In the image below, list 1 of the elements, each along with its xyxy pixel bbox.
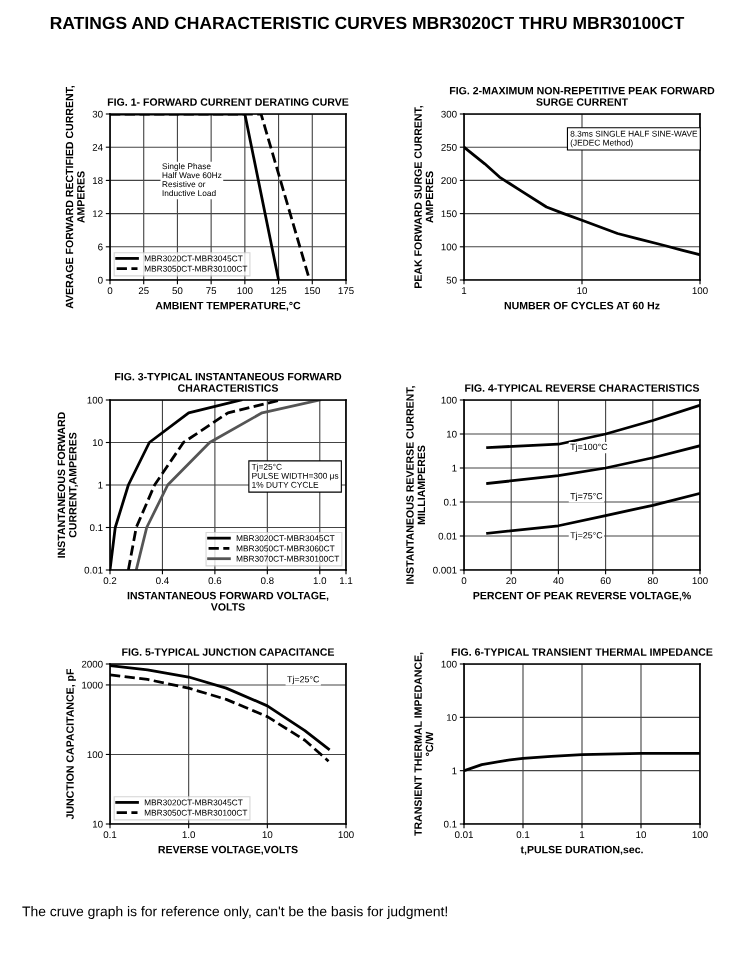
- text: RATINGS AND CHARACTERISTIC CURVES MBR3020CT THRU MBR30100CT: [50, 16, 685, 30]
